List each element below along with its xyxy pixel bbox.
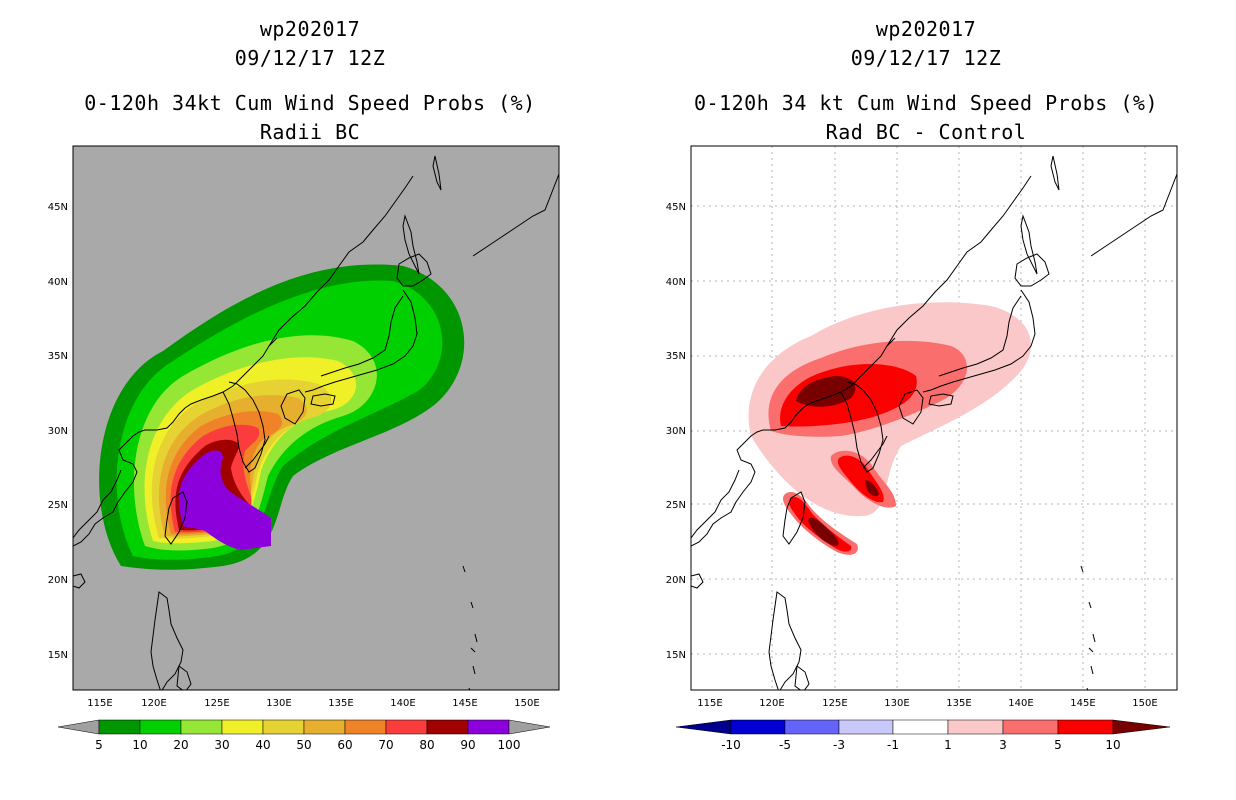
left-colorbar-swatch-2 [139, 719, 182, 735]
left-lat-label-40: 40N [48, 277, 68, 288]
right-colorbar-label-3: 3 [999, 738, 1007, 752]
right-colorbar-label-1: 1 [944, 738, 952, 752]
left-colorbar-label-40: 40 [255, 738, 270, 752]
left-colorbar-label-60: 60 [337, 738, 352, 752]
left-colorbar-label-10: 10 [132, 738, 147, 752]
left-colorbar-swatch-8 [385, 719, 428, 735]
right-title-line-4: Rad BC - Control [825, 120, 1027, 144]
right-colorbar-swatch-1 [730, 719, 786, 735]
left-colorbar-label-5: 5 [95, 738, 103, 752]
right-colorbar-labels: -10 -5 -3 -1 1 3 5 10 [721, 738, 1120, 752]
right-colorbar-swatch-3 [838, 719, 894, 735]
left-lat-label-30: 30N [48, 426, 68, 437]
left-colorbar-swatch-1 [98, 719, 141, 735]
right-lon-label-135: 135E [946, 698, 971, 709]
right-colorbar-low-arrow [675, 719, 732, 735]
left-colorbar-label-90: 90 [460, 738, 475, 752]
right-lon-label-140: 140E [1008, 698, 1033, 709]
left-lon-label-140: 140E [390, 698, 415, 709]
right-colorbar-label-5: 5 [1054, 738, 1062, 752]
left-colorbar-label-30: 30 [214, 738, 229, 752]
right-lon-label-145: 145E [1070, 698, 1095, 709]
left-lat-label-45: 45N [48, 202, 68, 213]
right-colorbar-swatch-2 [784, 719, 840, 735]
left-lon-label-145: 145E [452, 698, 477, 709]
left-lon-label-120: 120E [141, 698, 166, 709]
left-title-line-2: 09/12/17 12Z [234, 46, 386, 70]
left-colorbar-label-20: 20 [173, 738, 188, 752]
left-colorbar-label-50: 50 [296, 738, 311, 752]
left-map [72, 145, 560, 691]
left-axis-labels: 115E 120E 125E 130E 135E 140E 145E 150E … [48, 202, 540, 709]
left-colorbar-swatch-9 [426, 719, 469, 735]
right-axis-labels: 115E 120E 125E 130E 135E 140E 145E 150E … [666, 202, 1158, 709]
right-lon-label-150: 150E [1132, 698, 1157, 709]
right-lat-label-45: 45N [666, 202, 686, 213]
left-lat-label-20: 20N [48, 575, 68, 586]
left-lon-label-150: 150E [514, 698, 539, 709]
right-colorbar-label-neg10: -10 [721, 738, 741, 752]
right-title: wp202017 09/12/17 12Z 0-120h 34 kt Cum W… [656, 15, 1196, 147]
right-lon-label-115: 115E [697, 698, 722, 709]
left-colorbar-swatch-3 [180, 719, 223, 735]
left-colorbar-label-70: 70 [378, 738, 393, 752]
right-lon-label-120: 120E [759, 698, 784, 709]
right-lat-label-35: 35N [666, 351, 686, 362]
right-lon-label-130: 130E [884, 698, 909, 709]
right-lat-label-20: 20N [666, 575, 686, 586]
left-title: wp202017 09/12/17 12Z 0-120h 34kt Cum Wi… [40, 15, 580, 147]
right-lat-label-40: 40N [666, 277, 686, 288]
right-colorbar-label-neg3: -3 [833, 738, 845, 752]
right-lat-label-25: 25N [666, 500, 686, 511]
right-colorbar-swatch-4 [892, 719, 949, 735]
left-colorbar-labels: 5 10 20 30 40 50 60 70 80 90 100 [95, 738, 520, 752]
right-title-line-1: wp202017 [875, 17, 977, 41]
left-lon-label-130: 130E [266, 698, 291, 709]
left-colorbar-low-arrow [57, 719, 100, 735]
left-title-line-4: Radii BC [259, 120, 361, 144]
right-colorbar-label-neg5: -5 [779, 738, 791, 752]
right-colorbar-high-arrow [1112, 719, 1171, 735]
right-colorbar-swatch-5 [947, 719, 1004, 735]
left-colorbar-label-100: 100 [498, 738, 521, 752]
left-colorbar-swatch-5 [262, 719, 305, 735]
right-lat-label-15: 15N [666, 650, 686, 661]
left-title-line-1: wp202017 [259, 17, 361, 41]
left-colorbar-label-80: 80 [419, 738, 434, 752]
right-title-line-2: 09/12/17 12Z [850, 46, 1002, 70]
left-lat-label-35: 35N [48, 351, 68, 362]
right-colorbar-label-neg1: -1 [887, 738, 899, 752]
right-colorbar [675, 719, 1171, 735]
left-lat-label-15: 15N [48, 650, 68, 661]
left-colorbar-swatch-6 [303, 719, 346, 735]
left-colorbar-swatch-4 [221, 719, 264, 735]
right-lon-label-125: 125E [822, 698, 847, 709]
right-map [690, 145, 1178, 691]
left-colorbar-swatch-7 [344, 719, 387, 735]
right-title-line-3: 0-120h 34 kt Cum Wind Speed Probs (%) [693, 91, 1159, 115]
left-colorbar-high-arrow [508, 719, 551, 735]
left-colorbar-swatch-10 [467, 719, 510, 735]
left-colorbar [57, 719, 551, 735]
right-colorbar-label-10: 10 [1105, 738, 1120, 752]
left-lat-label-25: 25N [48, 500, 68, 511]
right-colorbar-swatch-6 [1002, 719, 1059, 735]
right-colorbar-swatch-7 [1057, 719, 1114, 735]
right-difference-contours [748, 302, 1031, 555]
left-title-line-3: 0-120h 34kt Cum Wind Speed Probs (%) [84, 91, 536, 115]
left-lon-label-125: 125E [204, 698, 229, 709]
left-lon-label-115: 115E [87, 698, 112, 709]
left-lon-label-135: 135E [328, 698, 353, 709]
right-lat-label-30: 30N [666, 426, 686, 437]
